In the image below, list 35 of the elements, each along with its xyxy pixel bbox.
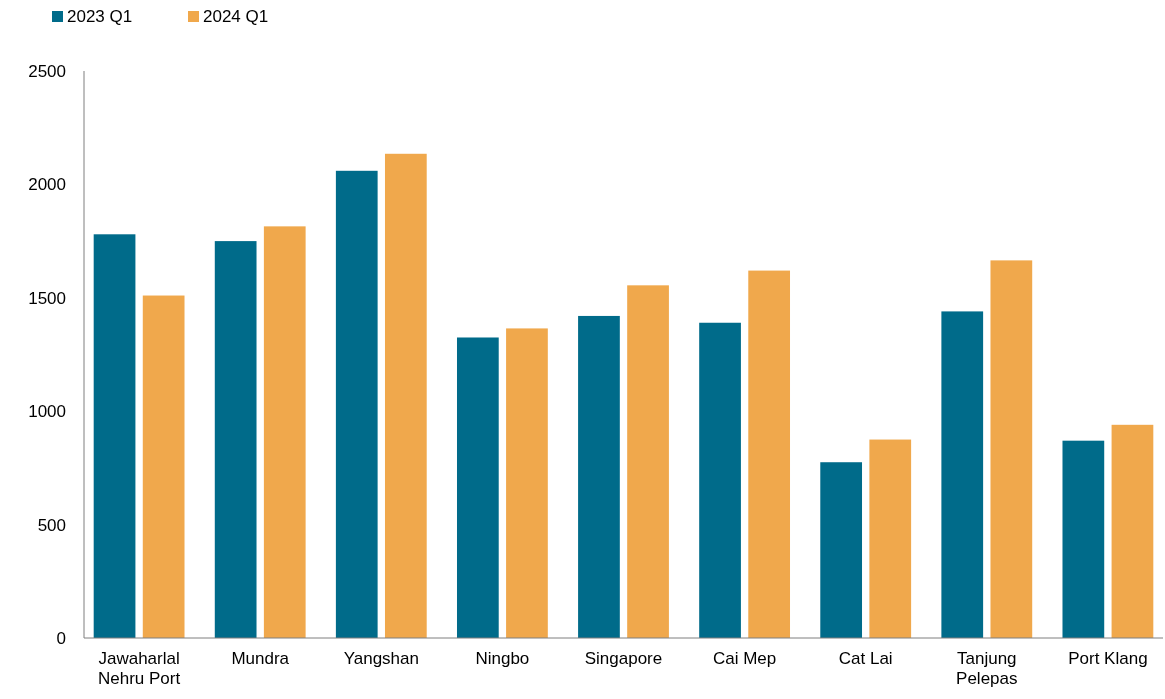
y-tick-label: 0 <box>56 628 66 648</box>
bar <box>142 295 185 638</box>
x-tick-label: Yangshan <box>343 649 419 668</box>
legend-label: 2023 Q1 <box>67 7 133 26</box>
bar <box>93 234 136 638</box>
bar <box>869 439 912 638</box>
y-tick-label: 1000 <box>28 402 66 422</box>
y-tick-label: 1500 <box>28 288 66 308</box>
legend-label: 2024 Q1 <box>203 7 269 26</box>
bar <box>456 337 499 638</box>
bar <box>820 462 863 638</box>
x-tick-label: Singapore <box>584 649 663 668</box>
y-tick-label: 2000 <box>28 175 66 195</box>
bar <box>627 285 669 638</box>
x-tick-label: Cai Mep <box>712 649 777 668</box>
bar <box>1062 440 1105 638</box>
bar <box>214 241 257 638</box>
x-tick-label: Cat Lai <box>838 649 893 668</box>
bar <box>384 153 427 638</box>
x-tick-label: Ningbo <box>475 649 530 668</box>
y-tick-label: 2500 <box>28 61 66 81</box>
bar <box>1111 424 1154 638</box>
bar <box>941 311 984 638</box>
y-tick-label: 500 <box>37 515 66 535</box>
bar <box>335 170 378 638</box>
bar <box>748 270 791 638</box>
x-tick-label: Jawaharlal Nehru Port <box>98 649 181 688</box>
bar <box>699 322 741 638</box>
bar <box>990 260 1033 638</box>
bar <box>578 315 620 638</box>
bar <box>263 226 306 638</box>
x-tick-label: Mundra <box>231 649 290 668</box>
x-tick-label: Port Klang <box>1068 649 1148 668</box>
bar <box>506 328 548 638</box>
x-tick-label: Tanjung Pelepas <box>956 649 1018 688</box>
